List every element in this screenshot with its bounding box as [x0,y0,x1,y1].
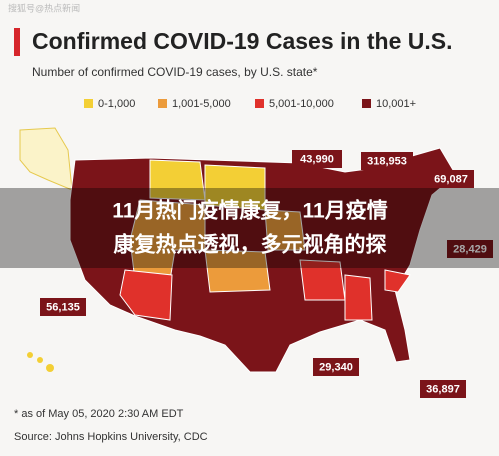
callout-label: 36,897 [426,383,460,395]
alaska [19,127,73,191]
callout-label: 43,990 [300,153,334,165]
state-region [129,199,206,281]
callout-box [447,240,493,258]
state-region [344,274,373,321]
callout-label: 28,429 [453,243,487,255]
legend-label: 5,001-10,000 [269,98,334,110]
us-map [19,127,457,373]
title: Confirmed COVID-19 Cases in the U.S. [32,28,452,54]
source: Source: Johns Hopkins University, CDC [14,431,208,443]
callout-box [361,152,413,170]
legend-swatch [84,99,93,108]
callout-box [313,358,359,376]
callout-box [420,380,466,398]
legend-label: 1,001-5,000 [172,98,231,110]
overlay-band [0,188,499,268]
callouts: 43,990 318,953 69,087 28,429 56,135 29,340 36,… [40,150,493,398]
watermark: 搜狐号@热点新闻 [8,2,80,13]
state-region [119,269,173,321]
overlay-text: 康复热点透视，多元视角的探 [114,233,387,257]
callout-label: 69,087 [434,173,468,185]
hawaii [27,352,33,358]
title-accent [14,28,20,56]
legend: 0-1,000 1,001-5,000 5,001-10,000 10,001+ [84,98,416,110]
state-region [204,249,271,293]
callout-box [428,170,474,188]
hawaii [37,357,43,363]
callout-label: 56,135 [46,301,80,313]
callout-label: 318,953 [367,155,407,167]
overlay-text: 11月热门疫情康复，11月疫情 [112,199,387,223]
callout-box [40,298,86,316]
legend-label: 0-1,000 [98,98,135,110]
state-region [264,209,306,251]
legend-swatch [362,99,371,108]
footnote: * as of May 05, 2020 2:30 AM EDT [14,408,184,420]
subtitle: Number of confirmed COVID-19 cases, by U… [32,65,318,79]
callout-box [292,150,342,168]
legend-swatch [255,99,264,108]
legend-swatch [158,99,167,108]
legend-label: 10,001+ [376,98,416,110]
state-region [384,269,411,293]
callout-label: 29,340 [319,361,353,373]
hawaii [46,364,54,372]
